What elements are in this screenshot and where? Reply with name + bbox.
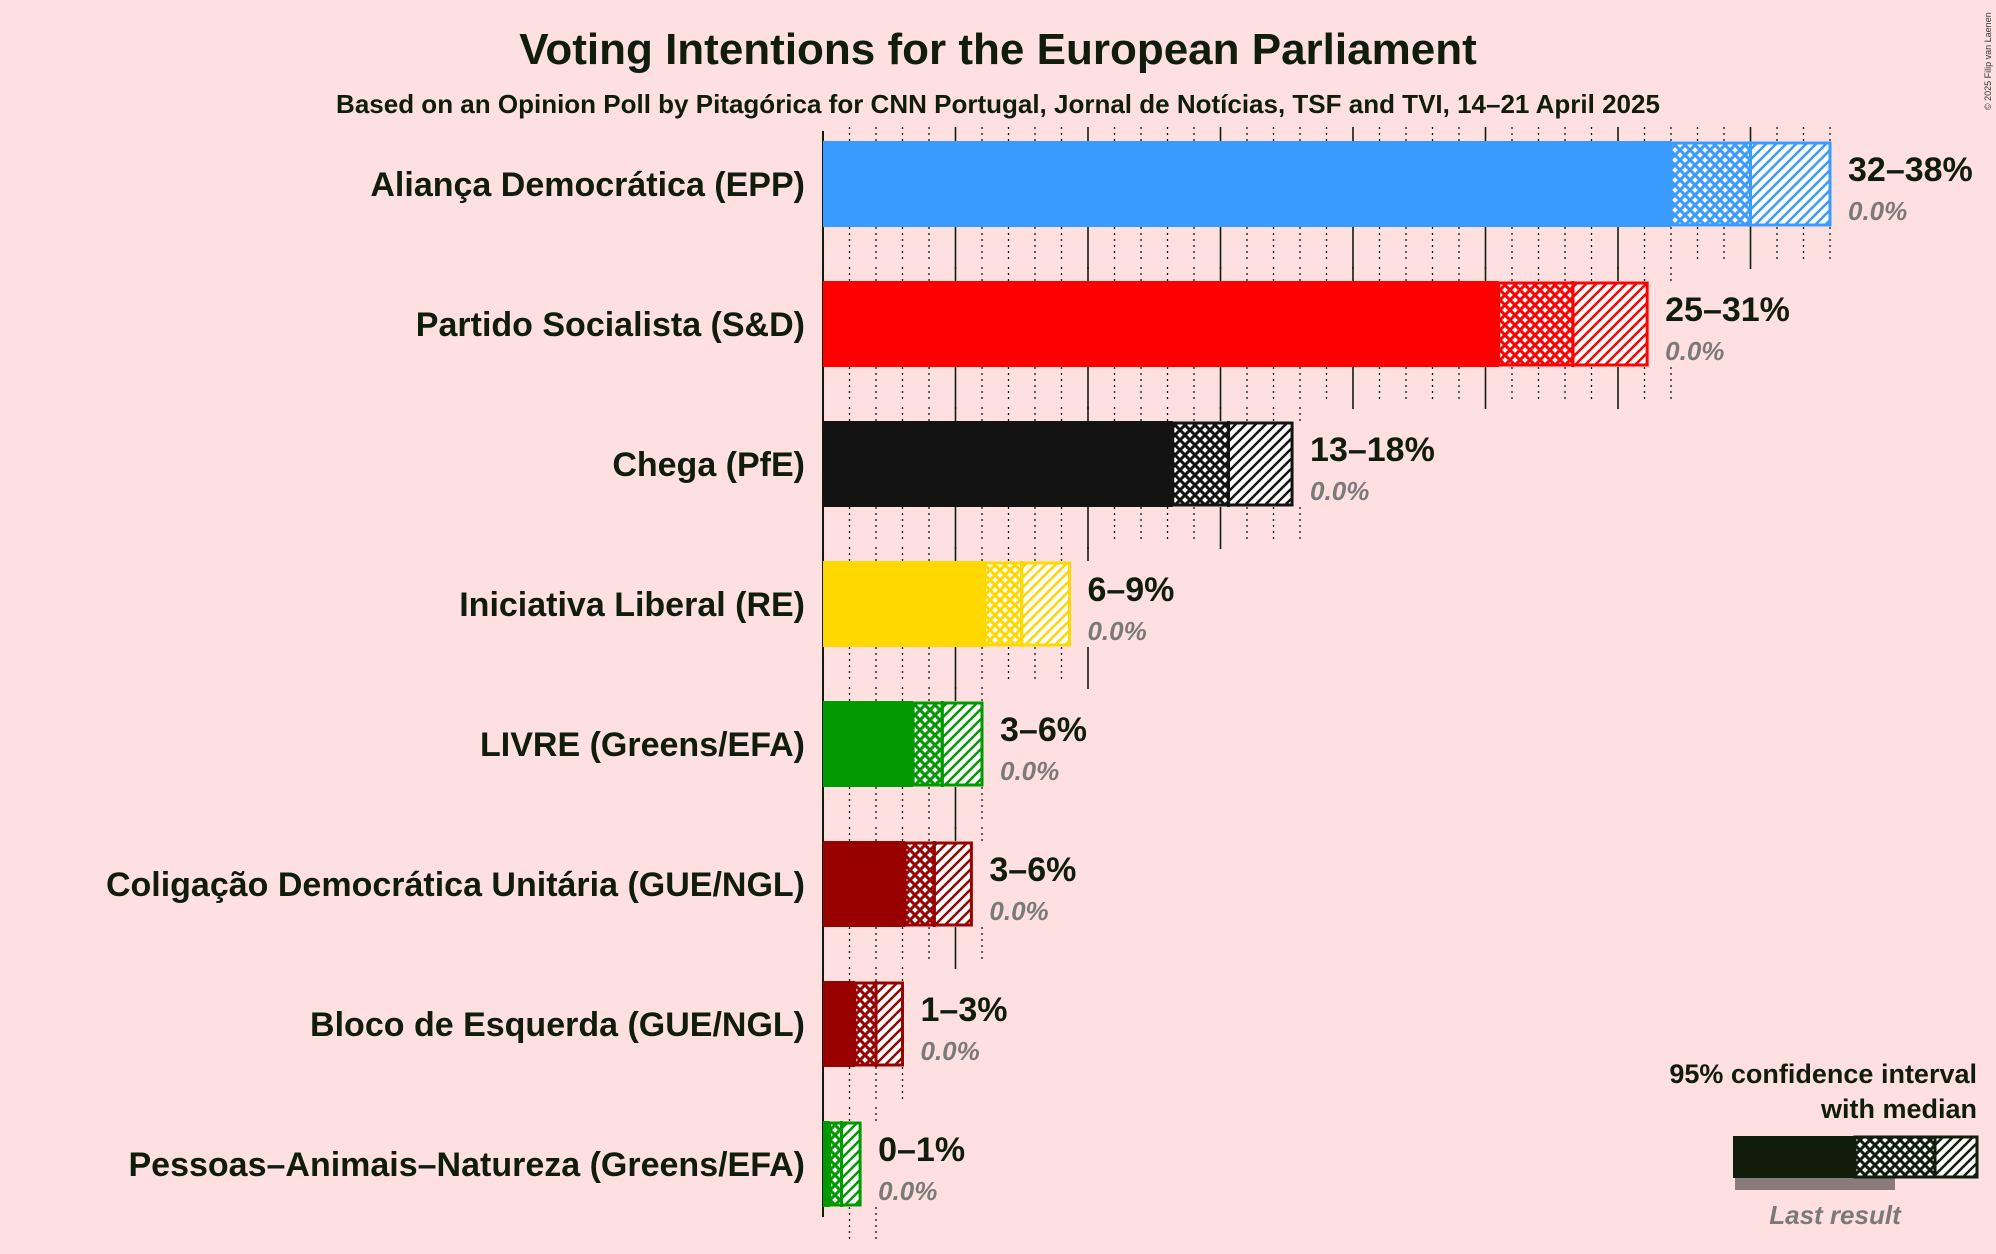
party-label: Iniciativa Liberal (RE) xyxy=(459,586,805,624)
bar-ci-lower xyxy=(983,561,1024,647)
party-label: Coligação Democrática Unitária (GUE/NGL) xyxy=(106,866,805,904)
bar-ci-upper xyxy=(1571,281,1649,367)
range-label: 0–1% xyxy=(878,1131,965,1169)
bar-solid xyxy=(823,841,906,927)
range-label: 1–3% xyxy=(921,991,1008,1029)
party-label: Bloco de Esquerda (GUE/NGL) xyxy=(310,1006,805,1044)
bar-solid xyxy=(823,981,855,1067)
bars: Aliança Democrática (EPP) 32–38% 0.0% Parti… xyxy=(106,141,1973,1207)
bar-ci-upper xyxy=(1749,141,1832,227)
last-result-label: 0.0% xyxy=(1848,196,1907,226)
last-result-label: 0.0% xyxy=(1310,476,1369,506)
legend-title-line1: 95% confidence interval xyxy=(1669,1059,1977,1089)
bar-ci-lower xyxy=(828,1121,844,1207)
chart-subtitle: Based on an Opinion Poll by Pitagórica f… xyxy=(336,89,1660,119)
last-result-label: 0.0% xyxy=(1665,336,1724,366)
bar-solid xyxy=(823,561,985,647)
bar-ci-lower xyxy=(1669,141,1752,227)
party-label: LIVRE (Greens/EFA) xyxy=(480,726,805,764)
chart-title: Voting Intentions for the European Parli… xyxy=(519,25,1477,74)
party-label: Partido Socialista (S&D) xyxy=(416,306,805,344)
range-label: 13–18% xyxy=(1310,431,1435,469)
party-label: Aliança Democrática (EPP) xyxy=(370,166,805,204)
legend-last-result: Last result xyxy=(1769,1200,1902,1230)
legend-solid xyxy=(1733,1136,1855,1178)
bar-ci-upper xyxy=(1226,421,1294,507)
bar-ci-lower xyxy=(1171,421,1230,507)
bar-solid xyxy=(823,421,1173,507)
last-result-label: 0.0% xyxy=(1087,616,1146,646)
legend-title-line2: with median xyxy=(1820,1094,1977,1124)
range-label: 6–9% xyxy=(1087,571,1174,609)
party-label: Pessoas–Animais–Natureza (Greens/EFA) xyxy=(128,1146,805,1184)
legend: 95% confidence interval with median Last… xyxy=(1669,1059,1979,1230)
legend-swatch xyxy=(1733,1135,1979,1190)
bar-ci-lower xyxy=(1497,281,1575,367)
bar-ci-upper xyxy=(940,701,984,787)
copyright-notice: © 2025 Filip van Laenen xyxy=(1983,12,1993,110)
bar-ci-upper xyxy=(874,981,904,1067)
range-label: 32–38% xyxy=(1848,151,1973,189)
range-label: 25–31% xyxy=(1665,291,1790,329)
last-result-label: 0.0% xyxy=(989,896,1048,926)
last-result-label: 0.0% xyxy=(1000,756,1059,786)
legend-ci-upper xyxy=(1933,1135,1979,1179)
legend-ci-lower xyxy=(1853,1135,1937,1179)
last-result-label: 0.0% xyxy=(878,1176,937,1206)
bar-ci-lower xyxy=(853,981,878,1067)
bar-ci-lower xyxy=(903,841,936,927)
last-result-label: 0.0% xyxy=(921,1036,980,1066)
party-label: Chega (PfE) xyxy=(612,446,805,484)
bar-ci-lower xyxy=(911,701,944,787)
bar-solid xyxy=(823,281,1499,367)
bar-ci-upper xyxy=(1020,561,1071,647)
range-label: 3–6% xyxy=(989,851,1076,889)
bar-ci-upper xyxy=(932,841,973,927)
bar-solid xyxy=(823,701,914,787)
bar-solid xyxy=(823,1121,830,1207)
gridlines xyxy=(822,127,1831,1243)
bar-solid xyxy=(823,141,1671,227)
range-label: 3–6% xyxy=(1000,711,1087,749)
bar-ci-upper xyxy=(840,1121,862,1207)
